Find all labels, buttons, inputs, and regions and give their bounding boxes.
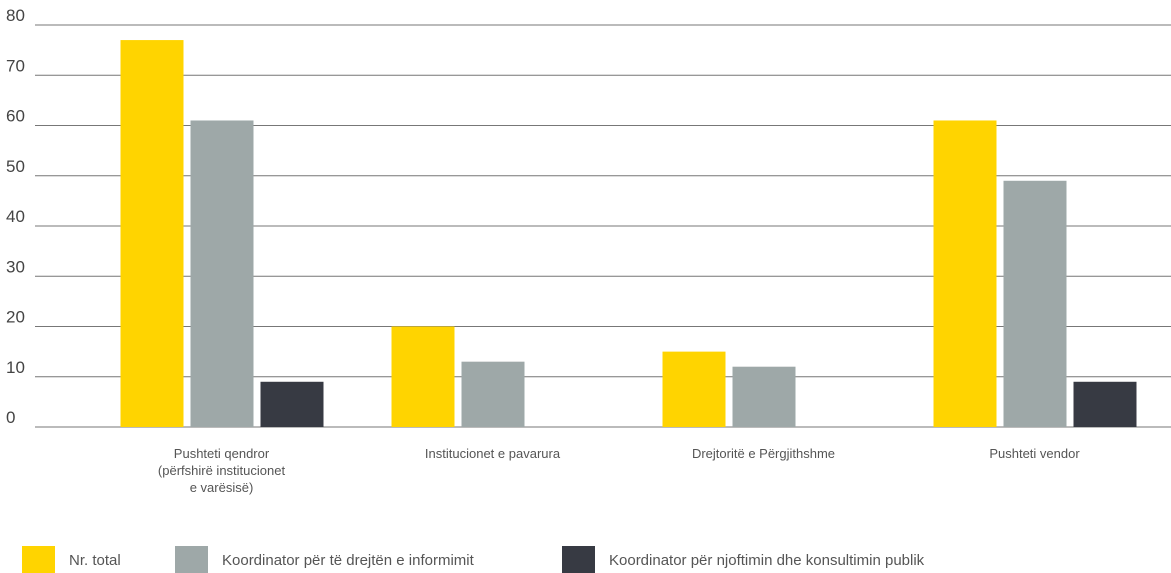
bar xyxy=(190,120,254,427)
y-tick-label: 70 xyxy=(6,56,25,75)
y-tick-label: 80 xyxy=(6,6,25,25)
bar xyxy=(260,381,324,427)
y-tick-label: 50 xyxy=(6,157,25,176)
bar xyxy=(732,366,796,427)
y-tick-label: 60 xyxy=(6,107,25,126)
x-tick-label: Institucionet e pavarura xyxy=(425,446,561,461)
x-tick-label: Pushteti qendror (përfshirë institucionet… xyxy=(158,446,286,495)
bar xyxy=(662,351,726,427)
bar xyxy=(120,40,184,427)
x-tick-label: Pushteti vendor xyxy=(989,446,1080,461)
x-tick-label: Drejtoritë e Përgjithshme xyxy=(692,446,835,461)
bar xyxy=(1003,180,1067,427)
y-tick-label: 40 xyxy=(6,207,25,226)
legend-label: Nr. total xyxy=(69,552,121,569)
legend-swatch xyxy=(22,546,55,573)
y-tick-label: 0 xyxy=(6,408,15,427)
bar xyxy=(1073,381,1137,427)
legend-swatch xyxy=(562,546,595,573)
y-tick-label: 20 xyxy=(6,308,25,327)
legend-label: Koordinator për të drejtën e informimit xyxy=(222,552,475,569)
bar xyxy=(933,120,997,427)
bar xyxy=(461,361,525,427)
legend-label: Koordinator për njoftimin dhe konsultimi… xyxy=(609,552,925,569)
bar xyxy=(391,326,455,427)
y-tick-label: 10 xyxy=(6,358,25,377)
y-tick-label: 30 xyxy=(6,257,25,276)
legend-swatch xyxy=(175,546,208,573)
